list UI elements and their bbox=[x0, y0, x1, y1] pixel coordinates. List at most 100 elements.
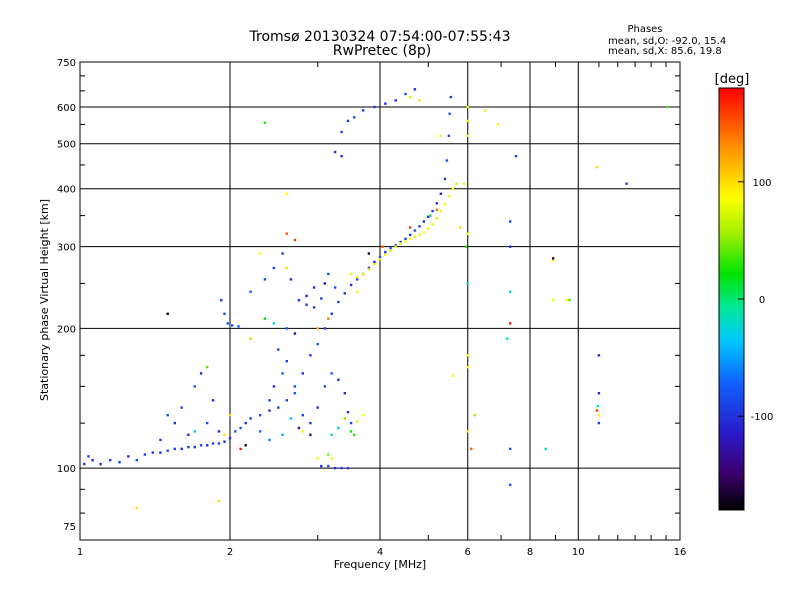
data-point bbox=[206, 366, 209, 369]
data-point bbox=[249, 290, 252, 293]
data-point bbox=[404, 240, 407, 243]
data-point bbox=[435, 217, 438, 220]
data-point bbox=[109, 459, 112, 462]
colorbar-label: [deg] bbox=[715, 72, 750, 87]
data-point bbox=[514, 155, 518, 158]
data-point bbox=[346, 466, 350, 470]
data-point bbox=[199, 372, 203, 375]
data-point bbox=[249, 417, 252, 420]
data-point bbox=[464, 245, 468, 248]
data-point bbox=[509, 322, 512, 325]
data-point bbox=[666, 105, 669, 109]
x-tick-label: 1 bbox=[77, 547, 83, 558]
data-point bbox=[272, 385, 276, 388]
data-point bbox=[323, 282, 326, 285]
data-point bbox=[135, 459, 138, 462]
data-point bbox=[206, 421, 209, 425]
data-point bbox=[239, 426, 242, 430]
data-point bbox=[409, 95, 412, 99]
data-point bbox=[199, 444, 203, 447]
data-point bbox=[268, 409, 271, 412]
data-point bbox=[447, 134, 451, 137]
data-point bbox=[337, 300, 340, 304]
data-point bbox=[346, 411, 350, 414]
data-point bbox=[151, 451, 154, 454]
data-point bbox=[509, 220, 512, 223]
data-point bbox=[285, 192, 288, 195]
data-point bbox=[166, 449, 169, 452]
data-point bbox=[301, 430, 304, 433]
data-point bbox=[389, 246, 392, 250]
data-point bbox=[244, 444, 247, 447]
data-point bbox=[353, 116, 356, 119]
data-point bbox=[99, 462, 102, 466]
data-point bbox=[206, 444, 209, 447]
data-point bbox=[409, 233, 412, 237]
data-point bbox=[394, 244, 397, 247]
data-point bbox=[327, 317, 330, 320]
colorbar-ticks: 100 0 -100 bbox=[738, 178, 773, 423]
data-point bbox=[597, 354, 601, 357]
data-point bbox=[595, 166, 599, 169]
data-point bbox=[87, 455, 90, 458]
data-point bbox=[483, 109, 487, 112]
data-point bbox=[466, 430, 469, 433]
data-point bbox=[277, 406, 280, 409]
data-point bbox=[378, 258, 382, 261]
data-point bbox=[399, 240, 402, 244]
data-point bbox=[143, 453, 147, 456]
data-point bbox=[466, 354, 469, 357]
data-point bbox=[293, 392, 297, 395]
data-point bbox=[297, 299, 301, 302]
data-point bbox=[173, 421, 176, 425]
data-point bbox=[320, 464, 323, 468]
data-point bbox=[509, 483, 512, 487]
data-point bbox=[353, 433, 356, 436]
data-point bbox=[333, 286, 337, 289]
data-point bbox=[340, 466, 343, 470]
data-point bbox=[277, 348, 280, 351]
data-point bbox=[466, 105, 469, 109]
data-point bbox=[343, 292, 346, 295]
data-point bbox=[361, 414, 365, 417]
x-tick-label: 6 bbox=[465, 547, 471, 558]
data-point bbox=[239, 447, 242, 451]
data-point bbox=[381, 245, 384, 248]
x-tick-label: 16 bbox=[674, 547, 687, 558]
data-point bbox=[384, 250, 387, 254]
data-point bbox=[187, 445, 190, 449]
data-point bbox=[327, 453, 330, 456]
data-point bbox=[470, 447, 473, 451]
data-point bbox=[551, 259, 555, 262]
data-point bbox=[435, 202, 438, 205]
data-point bbox=[373, 260, 376, 264]
phases-o-stats: mean, sd,O: -92.0, 15.4 bbox=[608, 36, 726, 47]
data-point bbox=[281, 433, 284, 436]
data-point bbox=[312, 286, 316, 289]
data-point bbox=[228, 414, 232, 417]
y-tick-label: 400 bbox=[57, 185, 76, 196]
data-point bbox=[211, 399, 215, 402]
data-point bbox=[263, 317, 267, 320]
data-point bbox=[459, 226, 462, 229]
data-point bbox=[333, 466, 337, 470]
data-point bbox=[466, 366, 469, 369]
data-point bbox=[439, 192, 443, 195]
data-point bbox=[466, 282, 469, 285]
data-point bbox=[443, 177, 447, 181]
data-point bbox=[259, 252, 262, 255]
data-point bbox=[356, 275, 359, 279]
data-point bbox=[180, 406, 183, 409]
x-tick-label: 4 bbox=[377, 547, 383, 558]
data-point bbox=[566, 299, 569, 302]
data-point bbox=[427, 215, 430, 218]
data-point bbox=[316, 342, 319, 346]
data-point bbox=[166, 312, 169, 315]
y-tick-label: 750 bbox=[57, 58, 76, 69]
data-point bbox=[394, 99, 397, 102]
data-point bbox=[301, 372, 304, 375]
data-point bbox=[429, 214, 432, 217]
data-point bbox=[404, 237, 407, 240]
data-point bbox=[91, 459, 94, 462]
data-point bbox=[413, 88, 417, 91]
